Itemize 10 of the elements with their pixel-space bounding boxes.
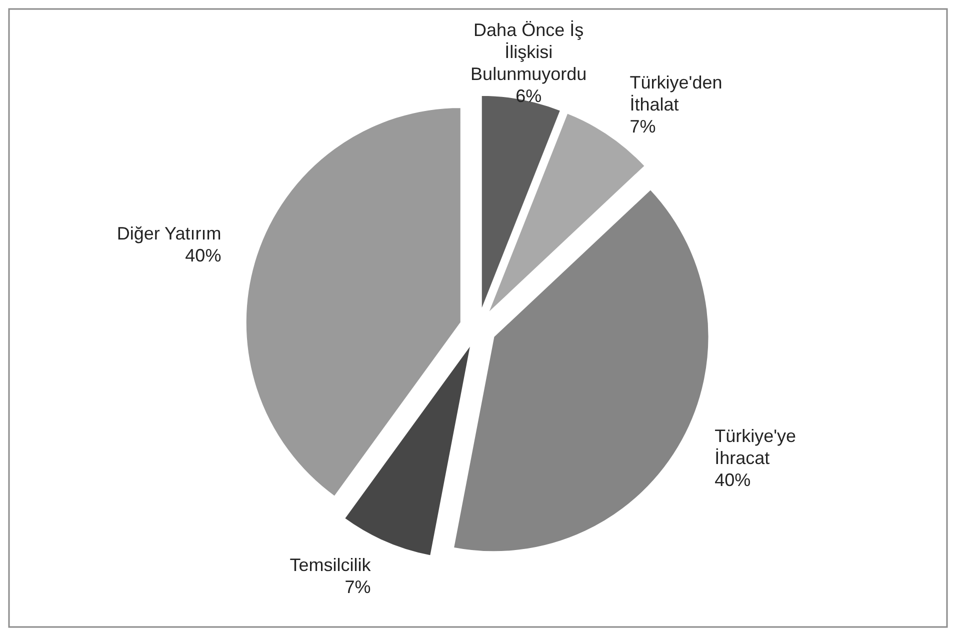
slice-label: Daha Önce İş İlişkisi Bulunmuyordu (470, 20, 587, 84)
data-label: 7% (344, 576, 371, 597)
data-label: 7% (630, 116, 656, 137)
data-label: 40% (185, 246, 222, 266)
data-label: 6% (516, 86, 542, 106)
slice-label: Türkiye'den İthalat (630, 72, 722, 115)
slice-label: Temsilcilik (290, 554, 372, 575)
slice-label: Türkiye'ye İhracat (714, 426, 796, 468)
slice-label: Diğer Yatırım (116, 224, 222, 244)
data-label: 40% (714, 470, 751, 490)
